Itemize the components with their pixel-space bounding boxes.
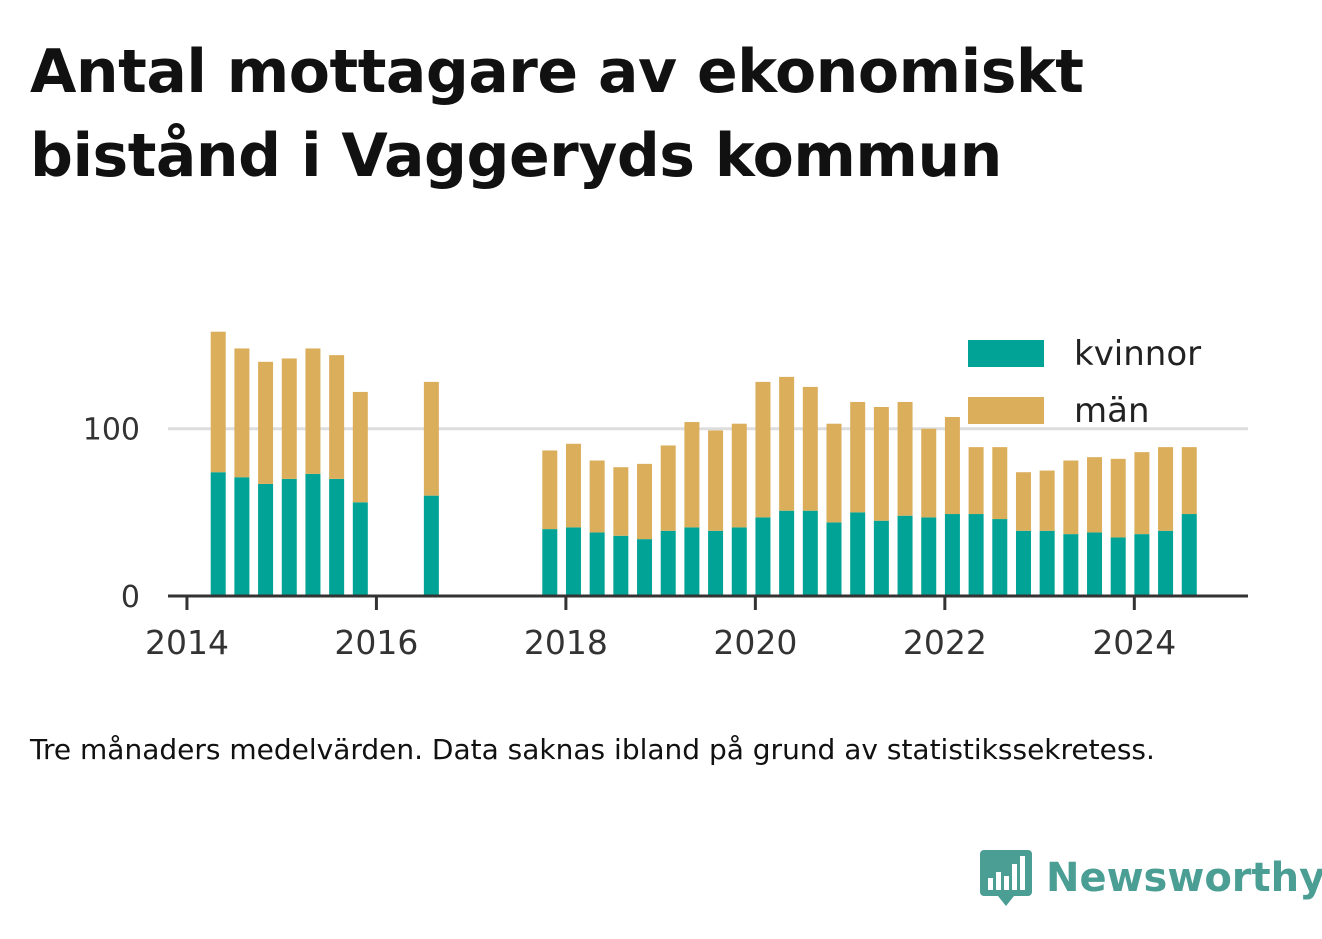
bar-kvinnor-3: [281, 478, 297, 596]
bar-kvinnor-19: [802, 510, 818, 596]
bar-kvinnor-6: [352, 502, 368, 596]
bar-man-4: [305, 348, 321, 474]
bar-kvinnor-14: [684, 527, 700, 596]
bar-man-7: [423, 381, 439, 496]
stacked-bar-chart: 0 100 2014 2016 2018 2020 2022 2024 kvinnor män: [83, 331, 1248, 662]
bar-kvinnor-32: [1110, 537, 1126, 596]
bar-man-11: [613, 467, 629, 536]
bar-kvinnor-24: [921, 517, 937, 596]
bar-man-18: [779, 376, 795, 511]
x-tick-label-2014: 2014: [145, 623, 229, 662]
bar-man-3: [281, 358, 297, 479]
bar-man-35: [1181, 447, 1197, 515]
bar-man-23: [897, 401, 913, 516]
x-tick-label-2020: 2020: [713, 623, 797, 662]
title-line-2: bistånd i Vaggeryds kommun: [30, 121, 1002, 191]
bar-man-8: [542, 450, 558, 530]
bar-man-17: [755, 381, 771, 518]
legend-label-1: män: [1074, 391, 1150, 431]
bar-kvinnor-22: [873, 520, 889, 596]
legend: kvinnor män: [968, 334, 1201, 431]
bar-man-14: [684, 422, 700, 528]
x-tick-label-2018: 2018: [524, 623, 608, 662]
bar-man-31: [1087, 457, 1103, 533]
bar-kvinnor-12: [637, 539, 653, 596]
footnote: Tre månaders medelvärden. Data saknas ib…: [30, 733, 1155, 766]
bar-man-9: [565, 443, 581, 528]
bar-man-24: [921, 428, 937, 518]
bar-kvinnor-26: [968, 514, 984, 596]
bar-man-28: [1015, 472, 1031, 531]
bar-kvinnor-23: [897, 515, 913, 596]
bar-man-33: [1134, 452, 1150, 535]
bar-kvinnor-31: [1087, 532, 1103, 596]
x-tick-label-2024: 2024: [1092, 623, 1176, 662]
bar-kvinnor-35: [1181, 514, 1197, 596]
bar-kvinnor-9: [565, 527, 581, 596]
x-tick-label-2016: 2016: [334, 623, 418, 662]
x-tick-label-2022: 2022: [903, 623, 987, 662]
bar-man-21: [850, 401, 866, 513]
bar-kvinnor-30: [1063, 534, 1079, 596]
title-line-1: Antal mottagare av ekonomiskt: [30, 37, 1084, 107]
bar-man-26: [968, 447, 984, 515]
bar-kvinnor-17: [755, 517, 771, 596]
bar-man-10: [589, 460, 605, 533]
bar-man-25: [944, 417, 960, 515]
bar-man-30: [1063, 460, 1079, 535]
chart-title: Antal mottagare av ekonomiskt bistånd i …: [30, 30, 1230, 198]
y-tick-label-100: 100: [83, 413, 140, 448]
bar-chart-speech-bubble-icon: [980, 850, 1032, 906]
legend-swatch-1: [968, 397, 1044, 424]
bar-man-1: [234, 348, 250, 478]
bar-kvinnor-20: [826, 522, 842, 596]
bar-kvinnor-2: [258, 483, 274, 596]
bar-kvinnor-28: [1015, 530, 1031, 596]
y-tick-label-0: 0: [121, 580, 140, 615]
bar-man-15: [708, 430, 724, 531]
bar-man-22: [873, 406, 889, 521]
bar-man-6: [352, 391, 368, 503]
bar-kvinnor-33: [1134, 534, 1150, 596]
bar-man-16: [731, 423, 747, 528]
bar-kvinnor-10: [589, 532, 605, 596]
bar-man-19: [802, 386, 818, 511]
bar-man-29: [1039, 470, 1055, 531]
bar-man-5: [329, 355, 345, 479]
bar-kvinnor-34: [1158, 530, 1174, 596]
brand-logo: Newsworthy: [980, 848, 1322, 908]
legend-label-0: kvinnor: [1074, 334, 1201, 374]
brand-name: Newsworthy: [1046, 855, 1322, 901]
bar-man-20: [826, 423, 842, 523]
bar-man-27: [992, 447, 1008, 520]
bar-kvinnor-25: [944, 514, 960, 596]
bar-man-12: [637, 463, 653, 540]
bar-kvinnor-1: [234, 477, 250, 596]
bar-kvinnor-7: [423, 495, 439, 596]
axis-layer: 0 100 2014 2016 2018 2020 2022 2024: [83, 413, 1248, 662]
bar-kvinnor-0: [210, 472, 226, 596]
bar-kvinnor-21: [850, 512, 866, 596]
bar-man-2: [258, 361, 274, 484]
bar-kvinnor-18: [779, 510, 795, 596]
legend-swatch-0: [968, 340, 1044, 367]
bar-kvinnor-16: [731, 527, 747, 596]
bar-kvinnor-4: [305, 473, 321, 596]
bar-kvinnor-27: [992, 519, 1008, 596]
bar-man-13: [660, 445, 676, 531]
bar-man-0: [210, 331, 226, 473]
bars-layer: [210, 331, 1197, 596]
bar-kvinnor-11: [613, 535, 629, 596]
bar-man-32: [1110, 458, 1126, 538]
bar-kvinnor-8: [542, 529, 558, 596]
bar-kvinnor-15: [708, 530, 724, 596]
bar-kvinnor-29: [1039, 530, 1055, 596]
bar-kvinnor-13: [660, 530, 676, 596]
bar-kvinnor-5: [329, 478, 345, 596]
bar-man-34: [1158, 447, 1174, 531]
